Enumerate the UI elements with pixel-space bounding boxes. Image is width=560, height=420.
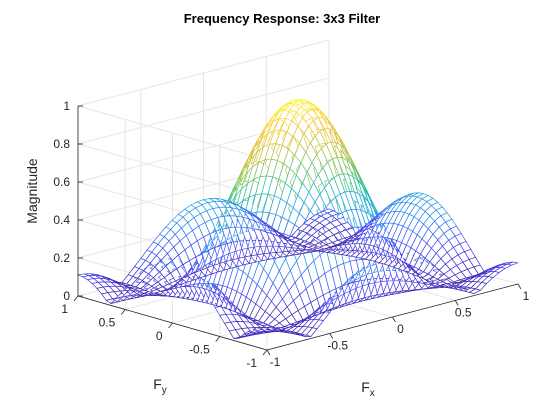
y-tick-mark — [168, 322, 173, 329]
z-tick-label: 0.2 — [53, 251, 70, 265]
y-tick-label: -1 — [246, 356, 257, 370]
z-tick-label: 0 — [63, 289, 70, 303]
x-tick-mark — [517, 283, 522, 290]
x-tick-label: 0 — [397, 322, 404, 336]
x-tick-label: -0.5 — [327, 339, 348, 353]
y-tick-label: 0.5 — [99, 316, 116, 330]
chart-title: Frequency Response: 3x3 Filter — [184, 11, 381, 26]
y-tick-mark — [262, 349, 268, 356]
z-tick-label: 0.4 — [53, 213, 70, 227]
axes — [73, 105, 522, 356]
y-tick-mark — [120, 309, 126, 315]
x-axis-label: Fx — [361, 379, 375, 399]
x-tick-mark — [329, 333, 334, 339]
z-tick-label: 0.6 — [53, 175, 70, 189]
y-tick-mark — [73, 295, 79, 302]
y-tick-label: -0.5 — [189, 343, 210, 357]
surface-mesh — [76, 99, 519, 340]
z-tick-label: 0.8 — [53, 137, 70, 151]
x-tick-mark — [454, 300, 459, 306]
x-tick-mark — [392, 316, 396, 323]
y-tick-label: 0 — [156, 329, 163, 343]
z-tick-label: 1 — [63, 99, 70, 113]
wall-grid-line — [77, 39, 330, 107]
y-tick-label: 1 — [61, 302, 68, 316]
z-axis-label: Magnitude — [24, 158, 40, 224]
x-tick-label: 1 — [523, 289, 530, 303]
y-tick-mark — [215, 336, 221, 342]
x-tick-label: 0.5 — [455, 306, 472, 320]
x-tick-label: -1 — [270, 355, 281, 369]
wall-grid-line — [77, 77, 330, 145]
y-axis-label: Fy — [153, 376, 167, 396]
wall-grid-line — [77, 105, 268, 161]
mesh-face — [505, 261, 519, 266]
x-tick-mark — [266, 349, 271, 356]
